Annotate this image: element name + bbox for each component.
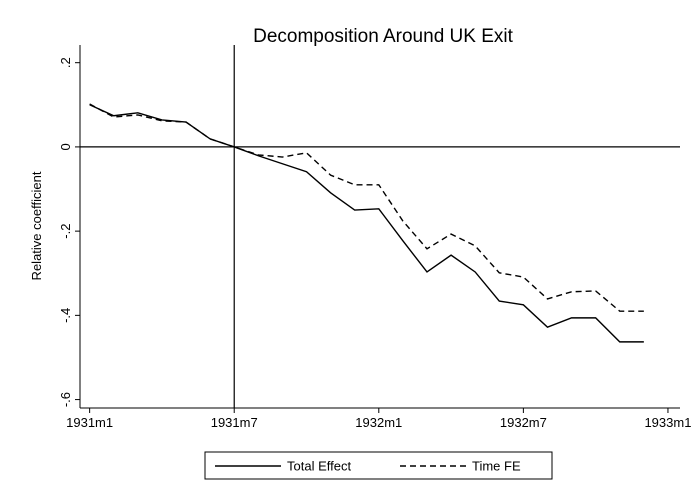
y-tick-label: .2 (58, 57, 73, 68)
y-tick-label: 0 (58, 143, 73, 150)
chart-title: Decomposition Around UK Exit (253, 26, 514, 47)
x-tick-label: 1932m7 (500, 415, 547, 430)
x-tick-label: 1931m7 (211, 415, 258, 430)
legend-label: Time FE (472, 459, 521, 474)
y-tick-label: -.2 (58, 224, 73, 239)
series-line (89, 104, 644, 343)
y-axis-title: Relative coefficient (29, 171, 44, 280)
series-line (89, 103, 644, 312)
y-tick-label: -.4 (58, 308, 73, 323)
x-tick-label: 1932m1 (355, 415, 402, 430)
legend-label: Total Effect (287, 459, 351, 474)
x-tick-label: 1933m1 (644, 415, 691, 430)
x-tick-label: 1931m1 (66, 415, 113, 430)
y-tick-label: -.6 (58, 392, 73, 407)
